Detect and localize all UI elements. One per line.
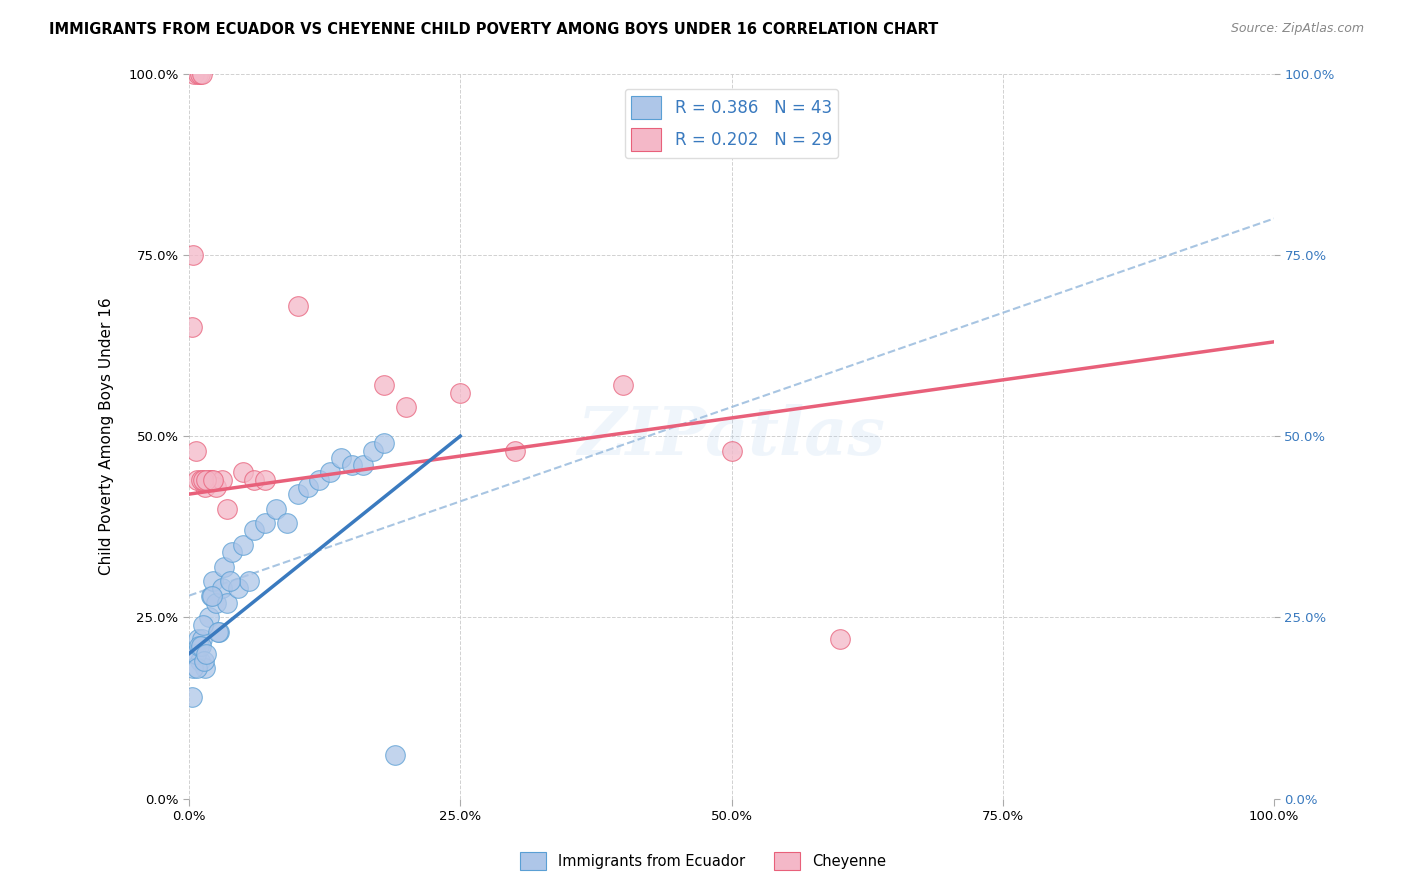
- Point: [221, 545, 243, 559]
- Point: [828, 632, 851, 647]
- Point: [612, 378, 634, 392]
- Point: [329, 450, 352, 465]
- Point: [287, 299, 309, 313]
- Point: [186, 473, 208, 487]
- Point: [181, 690, 204, 705]
- Point: [197, 473, 219, 487]
- Point: [188, 66, 211, 80]
- Point: [212, 559, 235, 574]
- Point: [194, 480, 217, 494]
- Point: [211, 473, 233, 487]
- Point: [197, 610, 219, 624]
- Point: [183, 661, 205, 675]
- Point: [200, 589, 222, 603]
- Point: [191, 632, 214, 647]
- Point: [200, 473, 222, 487]
- Point: [184, 443, 207, 458]
- Point: [195, 473, 218, 487]
- Y-axis label: Child Poverty Among Boys Under 16: Child Poverty Among Boys Under 16: [100, 297, 114, 575]
- Point: [219, 574, 242, 588]
- Point: [205, 596, 228, 610]
- Point: [211, 582, 233, 596]
- Point: [340, 458, 363, 472]
- Point: [232, 466, 254, 480]
- Point: [201, 473, 224, 487]
- Point: [181, 320, 204, 334]
- Point: [201, 589, 224, 603]
- Point: [190, 473, 212, 487]
- Point: [363, 443, 385, 458]
- Point: [287, 487, 309, 501]
- Point: [373, 378, 395, 392]
- Point: [183, 66, 205, 80]
- Point: [253, 516, 276, 530]
- Point: [373, 436, 395, 450]
- Point: [191, 473, 214, 487]
- Point: [201, 574, 224, 588]
- Point: [191, 617, 214, 632]
- Point: [720, 443, 742, 458]
- Point: [319, 466, 342, 480]
- Legend: Immigrants from Ecuador, Cheyenne: Immigrants from Ecuador, Cheyenne: [515, 847, 891, 876]
- Point: [191, 66, 214, 80]
- Point: [243, 524, 266, 538]
- Point: [194, 661, 217, 675]
- Point: [297, 480, 319, 494]
- Point: [193, 654, 215, 668]
- Point: [384, 748, 406, 763]
- Point: [276, 516, 298, 530]
- Point: [232, 538, 254, 552]
- Point: [238, 574, 260, 588]
- Point: [264, 501, 287, 516]
- Point: [308, 473, 330, 487]
- Point: [183, 248, 205, 262]
- Point: [215, 501, 238, 516]
- Point: [184, 647, 207, 661]
- Point: [205, 480, 228, 494]
- Point: [243, 473, 266, 487]
- Text: Source: ZipAtlas.com: Source: ZipAtlas.com: [1230, 22, 1364, 36]
- Point: [187, 66, 209, 80]
- Point: [226, 582, 249, 596]
- Legend: R = 0.386   N = 43, R = 0.202   N = 29: R = 0.386 N = 43, R = 0.202 N = 29: [624, 89, 838, 158]
- Point: [215, 596, 238, 610]
- Point: [208, 624, 231, 639]
- Point: [503, 443, 526, 458]
- Point: [395, 400, 418, 414]
- Text: IMMIGRANTS FROM ECUADOR VS CHEYENNE CHILD POVERTY AMONG BOYS UNDER 16 CORRELATIO: IMMIGRANTS FROM ECUADOR VS CHEYENNE CHIL…: [49, 22, 938, 37]
- Point: [188, 654, 211, 668]
- Point: [449, 385, 471, 400]
- Point: [195, 647, 218, 661]
- Point: [183, 647, 205, 661]
- Point: [187, 640, 209, 654]
- Point: [207, 624, 229, 639]
- Text: ZIPatlas: ZIPatlas: [578, 403, 886, 468]
- Point: [190, 640, 212, 654]
- Point: [186, 661, 208, 675]
- Point: [253, 473, 276, 487]
- Point: [352, 458, 374, 472]
- Point: [187, 632, 209, 647]
